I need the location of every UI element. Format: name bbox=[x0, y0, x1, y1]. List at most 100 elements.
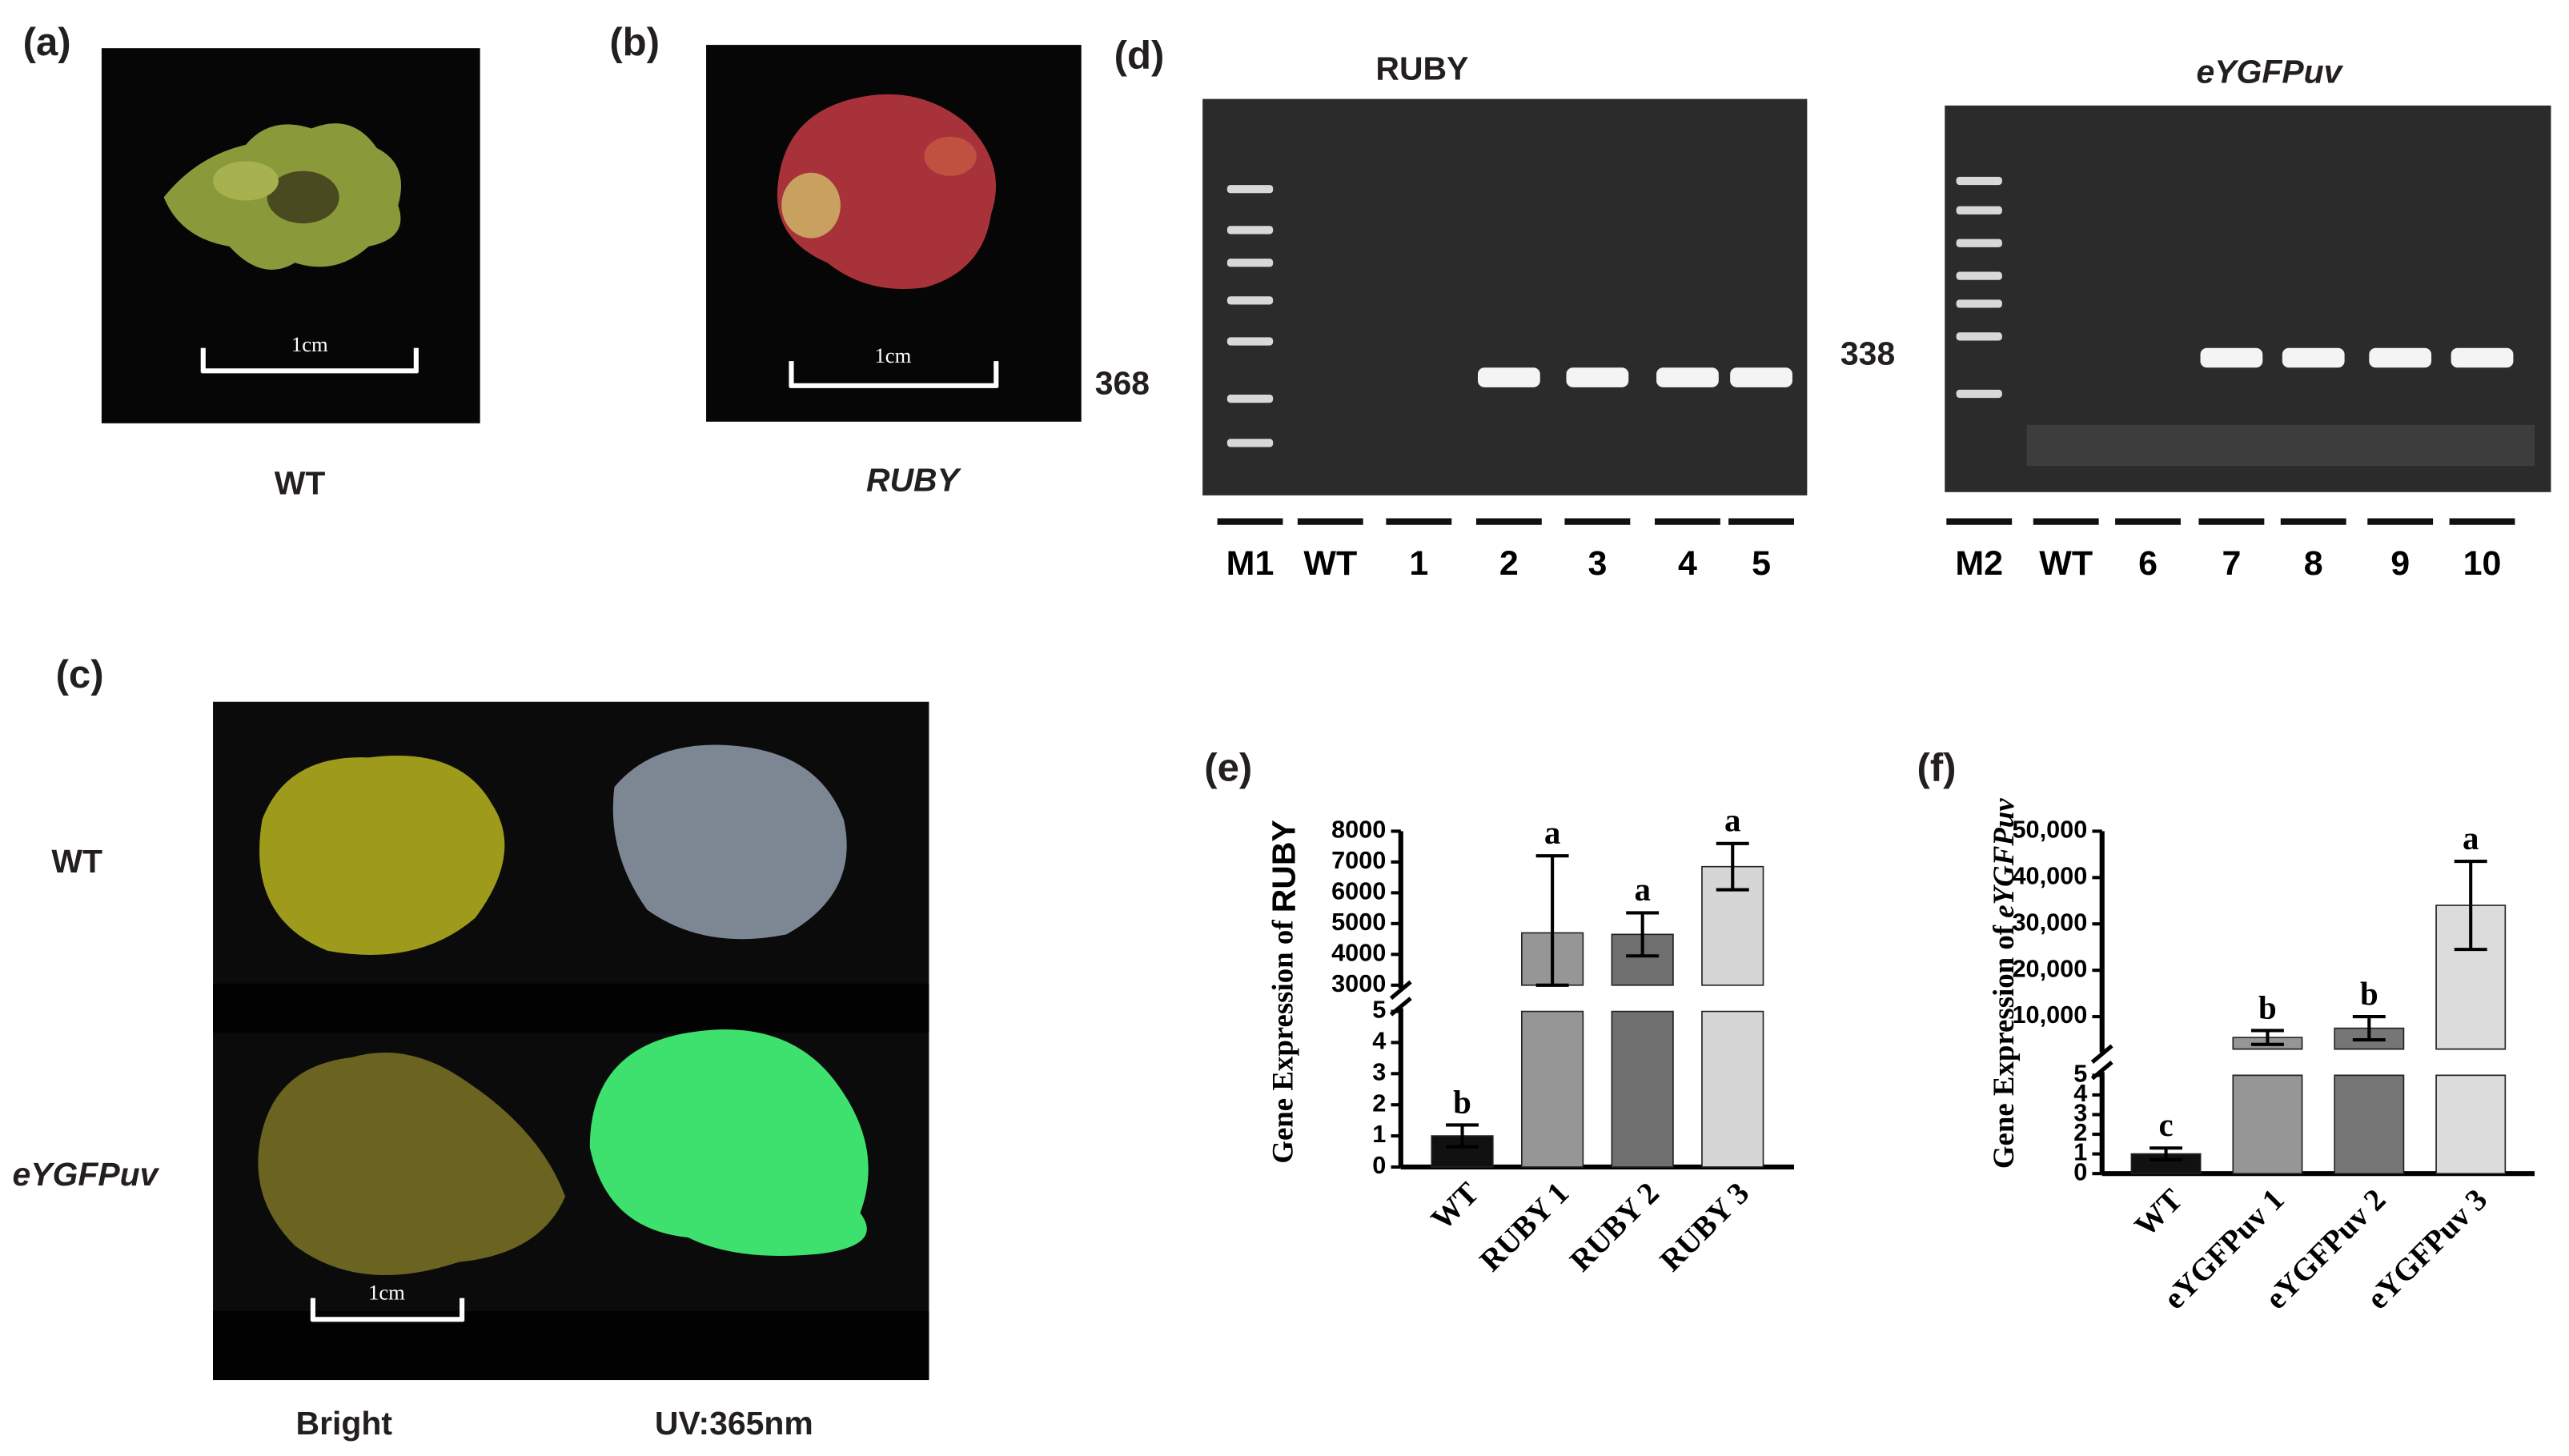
x-tick-label: WT bbox=[1424, 1176, 1485, 1237]
column-label: Bright bbox=[296, 1405, 393, 1442]
bar bbox=[2334, 1027, 2405, 1174]
significance-letter: b bbox=[1453, 1084, 1471, 1120]
pcr-band bbox=[2200, 347, 2263, 368]
panel-label: (c) bbox=[56, 653, 104, 696]
ladder-band bbox=[1956, 332, 2002, 341]
y-tick-label: 4000 bbox=[1331, 938, 1386, 966]
y-tick-label: 0 bbox=[1372, 1151, 1386, 1179]
lane-label: 4 bbox=[1678, 544, 1697, 583]
error-bar bbox=[1535, 854, 1569, 987]
error-bar bbox=[1626, 911, 1660, 958]
error-bar bbox=[2250, 1029, 2284, 1046]
lane-label: 1 bbox=[1409, 544, 1428, 583]
y-tick-label: 20,000 bbox=[2012, 954, 2087, 982]
axis-break bbox=[2090, 1044, 2113, 1064]
lane-label: 10 bbox=[2463, 544, 2502, 583]
photo-ruby: 1cm bbox=[706, 45, 1082, 422]
x-tick-label: RUBY 3 bbox=[1653, 1176, 1756, 1278]
ladder-band bbox=[1226, 337, 1274, 346]
axis-break bbox=[1389, 980, 1412, 1001]
caption: RUBY bbox=[866, 461, 962, 498]
pcr-band bbox=[2282, 347, 2345, 368]
column-label: UV:365nm bbox=[655, 1405, 813, 1442]
significance-letter: c bbox=[2158, 1107, 2173, 1143]
photo-grid: 1cm bbox=[213, 701, 929, 1381]
pcr-band bbox=[2369, 347, 2432, 368]
y-label-gene: RUBY bbox=[1265, 820, 1302, 913]
y-tick-label: 2 bbox=[2073, 1118, 2087, 1146]
y-tick-label: 7000 bbox=[1331, 846, 1386, 874]
ladder-band bbox=[1226, 185, 1274, 194]
band-size: 338 bbox=[1840, 335, 1895, 372]
ladder-band bbox=[1226, 395, 1274, 403]
significance-letter: b bbox=[2360, 976, 2378, 1012]
bar bbox=[2130, 1153, 2202, 1174]
bar bbox=[2435, 904, 2507, 1174]
y-tick-label: 3000 bbox=[1331, 969, 1386, 997]
lane-label: 5 bbox=[1752, 544, 1771, 583]
panel-label: (e) bbox=[1204, 747, 1252, 790]
ladder-band bbox=[1226, 439, 1274, 447]
y-tick-label: 0 bbox=[2073, 1157, 2087, 1185]
gel-title: RUBY bbox=[1375, 50, 1468, 87]
lane-label: M1 bbox=[1226, 544, 1274, 583]
ladder-band bbox=[1226, 296, 1274, 305]
y-tick-label: 3 bbox=[1372, 1057, 1386, 1085]
y-tick-label: 10,000 bbox=[2012, 1001, 2087, 1029]
gel bbox=[1202, 98, 1808, 495]
y-tick-label: 1 bbox=[2073, 1138, 2087, 1166]
y-tick-label: 4 bbox=[2073, 1079, 2087, 1107]
panel-label: (d) bbox=[1114, 34, 1165, 77]
panel-label: (a) bbox=[23, 21, 71, 64]
y-tick-label: 3 bbox=[2073, 1099, 2087, 1127]
y-label-text: Gene Expression of bbox=[1987, 918, 2020, 1169]
scale-label: 1cm bbox=[368, 1281, 405, 1305]
lane-label: 8 bbox=[2304, 544, 2323, 583]
y-tick-label: 40,000 bbox=[2012, 861, 2087, 889]
y-tick-label: 1 bbox=[1372, 1120, 1386, 1148]
y-axis-label: Gene Expression of eYGFPuv bbox=[1987, 798, 2020, 1169]
gel-title: eYGFPuv bbox=[2197, 54, 2344, 90]
bar bbox=[1431, 1135, 1494, 1168]
pcr-band bbox=[1656, 367, 1719, 387]
y-tick-label: 5 bbox=[2073, 1059, 2087, 1087]
significance-letter: b bbox=[2258, 989, 2277, 1025]
ladder-band bbox=[1956, 206, 2002, 215]
lane-label: WT bbox=[2039, 544, 2093, 583]
y-tick-label: 6000 bbox=[1331, 876, 1386, 904]
error-bar bbox=[1446, 1123, 1479, 1149]
bar bbox=[1611, 933, 1674, 1168]
scale-label: 1cm bbox=[291, 332, 328, 356]
y-tick-label: 30,000 bbox=[2012, 908, 2087, 936]
band-size: 368 bbox=[1095, 365, 1150, 402]
ladder-band bbox=[1226, 226, 1274, 235]
row-label: eYGFPuv bbox=[12, 1156, 159, 1193]
significance-letter: a bbox=[1544, 815, 1560, 851]
pcr-band bbox=[1730, 367, 1792, 387]
y-tick-label: 5 bbox=[1372, 996, 1386, 1024]
error-bar bbox=[1716, 841, 1749, 892]
row-label: WT bbox=[51, 843, 102, 880]
significance-letter: a bbox=[1724, 803, 1740, 839]
y-tick-label: 2 bbox=[1372, 1089, 1386, 1117]
lane-label: WT bbox=[1303, 544, 1357, 583]
bar bbox=[1701, 865, 1764, 1168]
ladder-band bbox=[1226, 259, 1274, 267]
ladder-band bbox=[1956, 176, 2002, 186]
y-axis-label: Gene Expression of RUBY bbox=[1265, 820, 1302, 1163]
lane-label: M2 bbox=[1955, 544, 2003, 583]
ladder-band bbox=[1956, 389, 2002, 399]
x-tick-label: RUBY 2 bbox=[1563, 1176, 1666, 1278]
y-tick-label: 4 bbox=[1372, 1027, 1386, 1055]
y-tick-label: 50,000 bbox=[2012, 816, 2087, 844]
error-bar bbox=[2454, 860, 2487, 952]
pcr-band bbox=[2451, 347, 2514, 368]
lane-label: 9 bbox=[2390, 544, 2410, 583]
x-tick-label: WT bbox=[2128, 1182, 2189, 1243]
lane-label: 7 bbox=[2222, 544, 2241, 583]
y-label-text: Gene Expression of bbox=[1266, 913, 1299, 1163]
y-label-gene: eYGFPuv bbox=[1987, 798, 2020, 918]
ladder-band bbox=[1956, 271, 2002, 280]
y-tick-label: 5000 bbox=[1331, 908, 1386, 936]
